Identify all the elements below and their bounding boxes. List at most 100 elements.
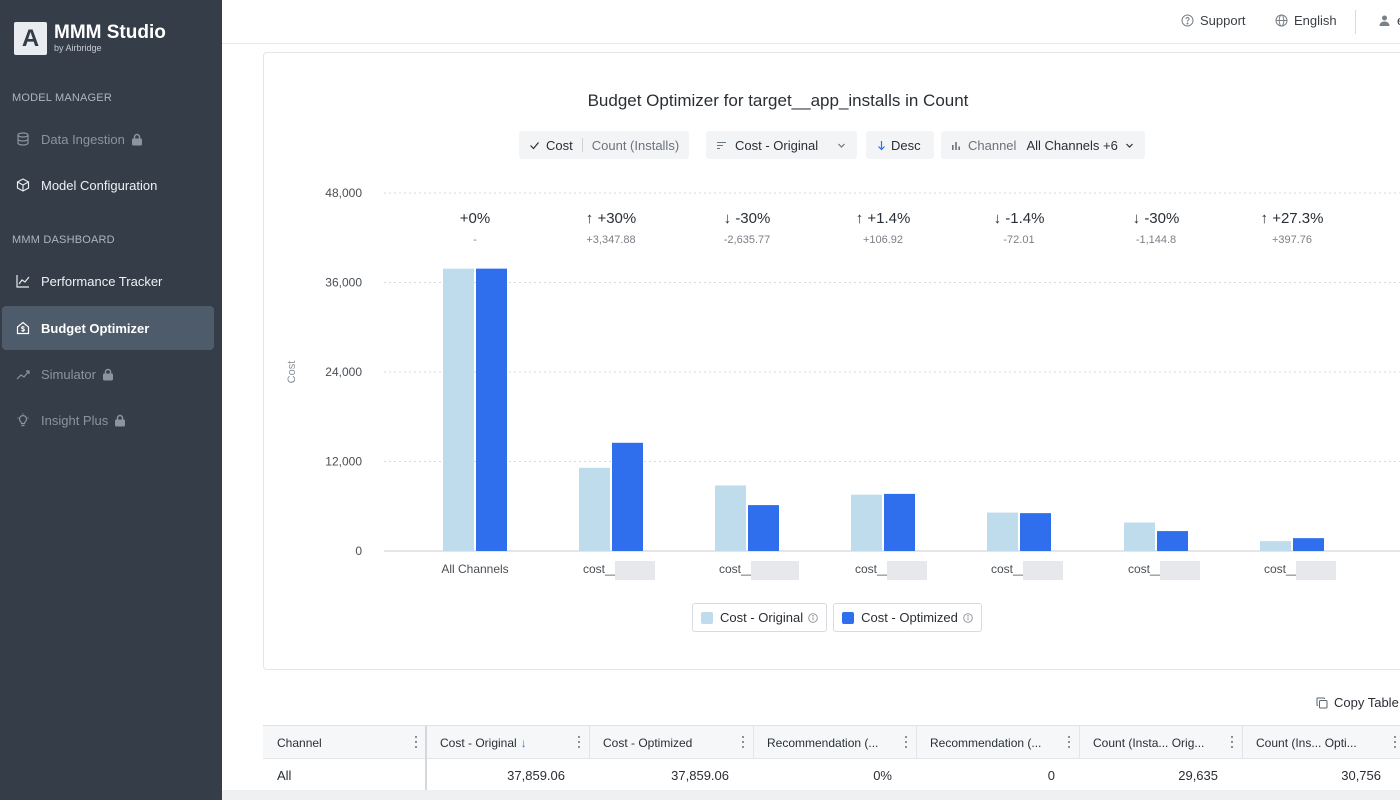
metric-count-option[interactable]: Count (Installs) [591,137,680,153]
sidebar-item-data-ingestion[interactable]: Data Ingestion [2,117,214,161]
column-header[interactable]: Recommendation (... [753,726,916,759]
change-percent-label: ↓ -30% [1133,210,1180,227]
x-tick-label: cost__ [991,562,1027,576]
bar-original [579,467,610,551]
y-tick-label: 48,000 [325,186,362,200]
metric-cost-option[interactable]: Cost [546,137,573,153]
sidebar: A MMM Studio by Airbridge MODEL MANAGER … [0,0,222,800]
column-header[interactable]: Count (Insta... Orig... [1079,726,1242,759]
change-delta-label: +106.92 [863,234,903,246]
redacted-label-block [751,561,799,580]
sidebar-item-model-configuration[interactable]: Model Configuration [2,163,214,207]
x-tick-label: All Channels [441,562,508,576]
bar-original [987,512,1018,551]
user-initial: e [1397,13,1400,28]
arrow-up-icon: ↑ [1261,210,1273,227]
brand-sub: by Airbridge [54,43,102,53]
bar-optimized [1157,531,1188,551]
brand[interactable]: A MMM Studio by Airbridge [14,22,166,55]
change-percent-label: ↑ +30% [586,210,636,227]
change-percent-label: ↑ +27.3% [1261,210,1324,227]
channel-filter[interactable]: Channel All Channels +6 [941,131,1145,159]
column-divider [589,726,590,759]
pinned-column-border [425,726,427,792]
table-cell: All [277,768,292,783]
check-icon [530,141,539,149]
change-percent-value: -30% [1144,210,1179,227]
legend-item-optimized[interactable]: Cost - Optimized [833,603,982,632]
section-label-model-manager: MODEL MANAGER [12,92,112,104]
column-menu-icon[interactable] [1393,736,1397,748]
table-row[interactable]: All 37,859.06 37,859.06 0% 0 29,635 30,756 [263,759,1400,792]
y-tick-label: 36,000 [325,276,362,290]
sort-direction-label: Desc [891,137,921,153]
column-header[interactable]: Count (Ins... Opti... [1242,726,1400,759]
metric-toggle[interactable]: Cost Count (Installs) [519,131,690,159]
column-divider [1242,726,1243,759]
sidebar-item-performance-tracker[interactable]: Performance Tracker [2,259,214,303]
section-label-mmm-dashboard: MMM DASHBOARD [12,234,115,246]
change-delta-label: -1,144.8 [1136,234,1176,246]
database-icon [16,132,30,146]
redacted-label-block [887,561,927,580]
column-menu-icon[interactable] [577,736,581,748]
sort-field-select[interactable]: Cost - Original [706,131,858,159]
sidebar-item-budget-optimizer[interactable]: Budget Optimizer [2,306,214,350]
column-header-label: Cost - Original [440,735,517,750]
bar-optimized [476,268,507,551]
chart-title: Budget Optimizer for target__app_install… [587,91,969,110]
column-header-label: Cost - Optimized [603,735,693,750]
sidebar-item-label: Model Configuration [41,177,158,193]
column-menu-icon[interactable] [1230,736,1234,748]
horizontal-scrollbar[interactable] [222,790,1400,800]
sidebar-item-insight-plus[interactable]: Insight Plus [2,398,214,442]
legend-label-original: Cost - Original [720,610,804,625]
column-header[interactable]: Cost - Optimized [589,726,753,759]
change-percent-value: +30% [597,210,636,227]
sidebar-item-simulator[interactable]: Simulator [2,352,214,396]
info-icon[interactable] [808,612,818,623]
bar-chart-icon [952,141,960,150]
legend-item-original[interactable]: Cost - Original [692,603,828,632]
sort-arrow-icon: ↓ [520,735,527,750]
support-link[interactable]: Support [1181,13,1246,28]
lock-icon [114,414,126,427]
change-percent-value: +27.3% [1272,210,1323,227]
bar-original [443,268,474,551]
column-divider [1079,726,1080,759]
column-menu-icon[interactable] [414,736,418,748]
arrow-down-icon [878,140,885,150]
column-header[interactable]: Channel [263,726,426,759]
sort-lines-icon [717,141,726,149]
info-icon[interactable] [963,612,973,623]
sidebar-item-label: Simulator [41,366,96,382]
user-menu[interactable]: e [1378,13,1400,28]
channel-filter-value: All Channels +6 [1026,137,1118,153]
chevron-down-icon [838,143,846,148]
sort-direction-toggle[interactable]: Desc [866,131,934,159]
change-delta-label: -72.01 [1003,234,1034,246]
arrow-down-icon: ↓ [1133,210,1145,227]
column-menu-icon[interactable] [1067,736,1071,748]
change-delta-label: +397.76 [1272,234,1312,246]
copy-table-button[interactable]: Copy Table [1316,695,1399,710]
language-label: English [1294,13,1337,28]
column-header[interactable]: Recommendation (... [916,726,1079,759]
column-menu-icon[interactable] [741,736,745,748]
bar-optimized [884,493,915,551]
sidebar-item-label: Data Ingestion [41,131,125,147]
sidebar-item-label: Insight Plus [41,412,109,428]
language-selector[interactable]: English [1275,13,1337,28]
column-divider [916,726,917,759]
globe-icon [1275,14,1288,27]
table-header: Channel Cost - Original ↓ Cost - Optimized R… [263,726,1400,759]
header-divider [1355,10,1356,34]
column-header[interactable]: Cost - Original ↓ [426,726,589,759]
table-cell: 37,859.06 [671,768,729,783]
copy-icon [1316,697,1328,708]
chart-legend: Cost - Original Cost - Optimized [692,603,982,632]
column-header-label: Channel [277,735,322,750]
column-menu-icon[interactable] [904,736,908,748]
help-circle-icon [1181,14,1194,27]
chart-card: Budget Optimizer for target__app_install… [263,52,1400,670]
